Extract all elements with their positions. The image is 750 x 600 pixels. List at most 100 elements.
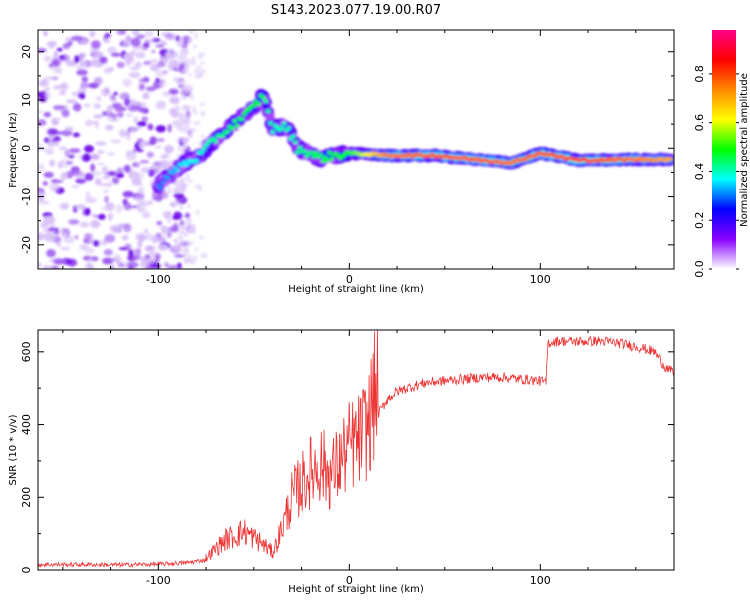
- noise-blob: [47, 227, 60, 232]
- snr-ytick-label: 0: [20, 567, 33, 574]
- noise-blob: [44, 87, 51, 91]
- noise-blob: [104, 195, 109, 203]
- noise-blob: [58, 55, 66, 60]
- noise-blob: [64, 149, 70, 158]
- noise-blob: [51, 58, 62, 67]
- ridge-mark: [203, 143, 209, 148]
- noise-blob: [102, 175, 110, 180]
- noise-blob: [91, 40, 101, 49]
- snr-xtick-label: 100: [530, 574, 551, 587]
- spectrogram-xlabel: Height of straight line (km): [288, 284, 424, 295]
- noise-blob: [123, 223, 132, 233]
- noise-blob: [59, 203, 69, 210]
- noise-blob: [178, 228, 186, 234]
- noise-blob: [138, 141, 147, 148]
- noise-blob: [49, 182, 60, 192]
- noise-blob: [133, 116, 139, 124]
- noise-blob: [79, 62, 88, 67]
- noise-blob: [84, 247, 95, 254]
- noise-blob: [56, 47, 63, 52]
- colorbar-tick-label: 0.0: [693, 260, 706, 278]
- noise-blob: [71, 35, 84, 41]
- noise-blob: [43, 111, 52, 118]
- noise-blob: [62, 43, 71, 50]
- noise-blob: [71, 184, 80, 189]
- ridge-mark: [174, 168, 180, 173]
- snr-xtick-label: -100: [146, 574, 171, 587]
- spectrogram-ytick-label: -10: [20, 188, 33, 206]
- ridge-mark: [281, 121, 287, 126]
- noise-blob: [169, 201, 177, 208]
- noise-blob: [49, 159, 56, 167]
- noise-blob: [56, 242, 61, 247]
- noise-blob: [136, 34, 146, 39]
- spectrogram-xtick-label: 100: [530, 273, 551, 286]
- noise-blob: [182, 68, 189, 75]
- noise-blob: [178, 41, 184, 46]
- ridge-mark: [318, 153, 324, 158]
- ridge-mark: [160, 180, 166, 185]
- noise-blob: [164, 262, 169, 268]
- noise-blob: [45, 148, 54, 155]
- noise-blob: [93, 103, 102, 109]
- spectrogram-frame: [37, 29, 675, 270]
- noise-blob: [200, 61, 205, 65]
- noise-blob: [72, 171, 85, 178]
- noise-blob: [155, 145, 162, 149]
- noise-blob: [167, 48, 175, 55]
- noise-blob: [42, 233, 55, 240]
- noise-blob: [90, 170, 103, 177]
- noise-blob: [46, 40, 58, 47]
- noise-blob: [105, 124, 114, 131]
- noise-blob: [200, 252, 208, 259]
- noise-blob: [72, 132, 80, 138]
- ridge-mark: [290, 134, 296, 139]
- noise-blob: [65, 99, 78, 104]
- noise-blob: [176, 120, 181, 124]
- noise-blob: [103, 249, 113, 256]
- noise-blob: [157, 244, 169, 251]
- noise-blob: [84, 233, 93, 240]
- noise-blob: [174, 112, 185, 119]
- noise-blob: [122, 234, 129, 241]
- ridge-mark: [293, 140, 298, 145]
- colorbar-tick-label: 0.6: [693, 114, 706, 131]
- noise-blob: [118, 247, 129, 251]
- noise-blob: [186, 203, 191, 209]
- ridge-mark: [234, 123, 240, 128]
- ridge-mark: [213, 139, 219, 144]
- noise-blob: [79, 82, 90, 89]
- noise-blob: [167, 123, 172, 133]
- ridge-mark: [329, 156, 335, 161]
- noise-blob: [181, 104, 192, 111]
- noise-blob: [74, 234, 79, 240]
- noise-blob: [154, 254, 160, 264]
- noise-blob: [194, 247, 199, 251]
- noise-blob: [163, 210, 172, 219]
- noise-blob: [90, 163, 96, 172]
- ridge-mark: [324, 158, 330, 163]
- noise-blob: [155, 70, 166, 77]
- noise-blob: [181, 92, 185, 97]
- noise-blob: [135, 233, 147, 241]
- noise-blob: [90, 220, 101, 229]
- ridge-mark: [309, 150, 314, 155]
- ridge-mark: [260, 95, 266, 100]
- noise-blob: [61, 129, 73, 137]
- noise-blob: [123, 201, 131, 211]
- noise-blob: [191, 56, 196, 62]
- noise-blob: [122, 78, 132, 88]
- ridge-mark: [239, 117, 245, 121]
- noise-blob: [199, 235, 204, 240]
- ridge-mark: [184, 162, 190, 167]
- colorbar-tick-label: 0.8: [693, 65, 706, 83]
- noise-blob: [147, 38, 156, 44]
- noise-blob: [187, 37, 193, 43]
- noise-blob: [84, 145, 94, 153]
- ridge-mark: [311, 154, 317, 159]
- noise-blob: [138, 78, 144, 83]
- noise-blob: [103, 189, 109, 194]
- ridge-mark: [268, 121, 273, 126]
- noise-blob: [155, 79, 165, 83]
